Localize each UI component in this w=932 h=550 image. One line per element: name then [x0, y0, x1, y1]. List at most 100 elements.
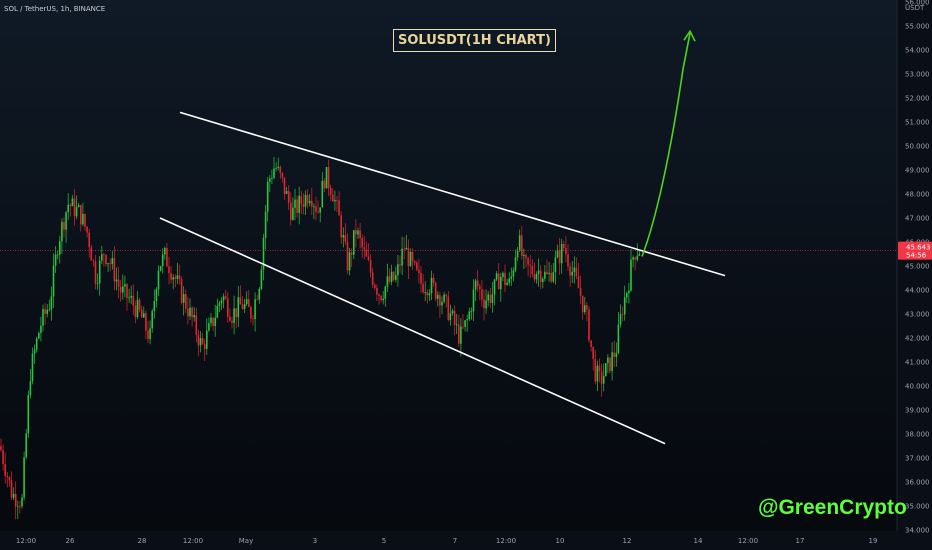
candle-body	[596, 365, 599, 382]
candle-body	[567, 254, 569, 267]
candle-body	[44, 308, 46, 314]
candle-body	[615, 353, 618, 358]
candle-body	[441, 301, 443, 306]
candle-body	[529, 264, 531, 266]
candle-body	[571, 271, 573, 276]
candle-body	[23, 457, 25, 498]
candle-body	[403, 248, 405, 250]
candle-body	[355, 230, 357, 235]
candle-body	[378, 294, 380, 296]
y-tick-label: 38.000	[905, 431, 930, 439]
candle-body	[218, 303, 221, 306]
candle-body	[119, 286, 122, 293]
candle-body	[552, 272, 555, 282]
candle-body	[420, 273, 422, 284]
candle-body	[416, 262, 418, 270]
candle-body	[594, 358, 597, 382]
candle-body	[164, 248, 166, 255]
projection-arrowhead	[683, 29, 696, 42]
candle-body	[502, 272, 504, 278]
candle-body	[239, 297, 242, 305]
y-tick-label: 49.000	[905, 167, 930, 175]
candle-body	[527, 258, 529, 265]
candle-body	[516, 249, 519, 258]
candle-body	[632, 257, 634, 260]
candle-body	[455, 324, 458, 326]
candle-body	[21, 497, 23, 507]
candle-body	[287, 191, 290, 203]
candle-body	[174, 277, 177, 279]
candle-body	[338, 200, 340, 216]
candle-body	[422, 283, 424, 293]
candle-body	[111, 258, 114, 265]
candle-body	[315, 206, 317, 212]
candle-body	[283, 177, 286, 194]
x-tick-label: 5	[382, 537, 386, 545]
candle-body	[126, 284, 128, 299]
currency-label: USDT	[905, 4, 925, 12]
candle-body	[388, 276, 391, 282]
candle-body	[67, 204, 69, 213]
candle-body	[602, 376, 605, 384]
candle-body	[430, 277, 433, 294]
x-tick-label: 12:00	[16, 537, 36, 545]
candle-body	[292, 207, 294, 220]
y-tick-label: 37.000	[905, 455, 930, 463]
candle-body	[546, 271, 548, 275]
candle-body	[54, 254, 57, 266]
x-tick-label: 7	[453, 537, 457, 545]
candle-body	[434, 282, 437, 299]
candle-body	[411, 251, 414, 262]
x-tick-label: 12:00	[496, 537, 516, 545]
candle-body	[453, 310, 456, 325]
candle-body	[73, 198, 76, 217]
y-tick-label: 43.000	[905, 311, 930, 319]
candle-body	[493, 279, 496, 295]
candle-body	[19, 506, 21, 508]
candle-body	[460, 326, 462, 344]
y-tick-label: 48.000	[905, 191, 930, 199]
candle-body	[178, 275, 181, 280]
candle-body	[35, 338, 38, 350]
candle-body	[143, 313, 145, 318]
candle-body	[92, 260, 95, 262]
candle-body	[395, 275, 397, 280]
candle-body	[426, 291, 429, 296]
candle-body	[329, 188, 332, 195]
candle-body	[285, 191, 288, 194]
candle-body	[203, 343, 206, 349]
candle-body	[405, 247, 408, 250]
time-axis-bg	[0, 531, 932, 550]
candle-body	[227, 298, 229, 317]
y-tick-label: 35.000	[905, 503, 930, 511]
candle-body	[470, 311, 473, 313]
trendline	[159, 217, 666, 445]
x-tick-label: 10	[556, 537, 565, 545]
candle-body	[113, 258, 116, 282]
candle-body	[531, 265, 534, 275]
candle-body	[380, 295, 382, 301]
candle-body	[50, 296, 53, 310]
candle-body	[61, 221, 63, 242]
trendline	[179, 111, 726, 277]
candle-body	[27, 395, 30, 434]
y-tick-label: 42.000	[905, 335, 930, 343]
candle-body	[363, 247, 366, 250]
y-tick-label: 54.000	[905, 47, 930, 55]
candle-body	[506, 282, 508, 285]
candle-body	[481, 289, 483, 300]
candle-body	[590, 340, 592, 347]
candle-body	[277, 166, 279, 168]
candle-body	[264, 211, 267, 238]
candle-body	[98, 260, 101, 284]
y-tick-label: 44.000	[905, 287, 930, 295]
candle-body	[195, 315, 198, 335]
candle-body	[157, 270, 160, 290]
candle-body	[117, 279, 120, 287]
candle-body	[6, 475, 9, 478]
candle-body	[512, 270, 515, 277]
candle-body	[180, 279, 183, 303]
candle-body	[560, 243, 563, 264]
